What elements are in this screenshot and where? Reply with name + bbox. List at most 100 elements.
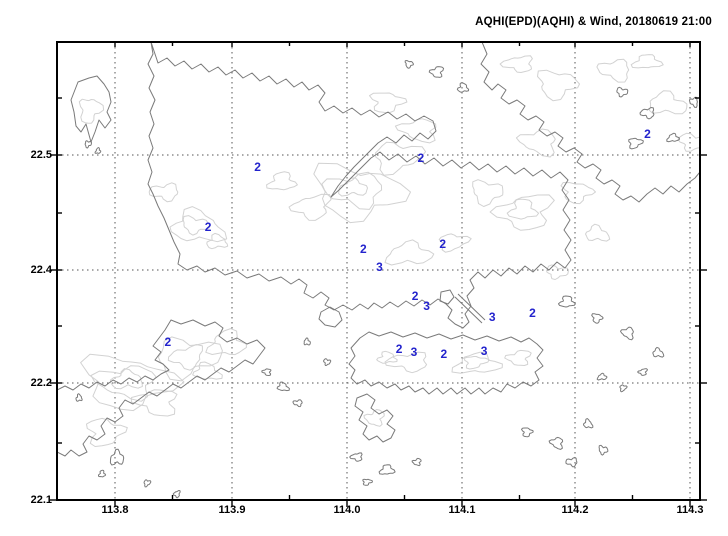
terrain-contour: [596, 58, 630, 83]
islet-outline: [456, 82, 470, 93]
islet-outline: [94, 147, 102, 154]
islet-outline: [143, 479, 152, 488]
terrain-contour: [321, 171, 383, 210]
islet-outline: [411, 457, 422, 467]
terrain-contour: [438, 233, 472, 253]
station-aqhi-value: 3: [410, 344, 418, 359]
terrain-contour: [363, 409, 385, 427]
station-aqhi-value: 2: [644, 127, 651, 142]
islet-outline: [84, 140, 92, 149]
terrain-contour: [560, 182, 596, 205]
islet-outline: [378, 464, 396, 475]
station-aqhi-value: 3: [376, 259, 383, 274]
islet-outline: [652, 346, 665, 358]
station-aqhi-value: 3: [480, 343, 488, 358]
terrain-contour: [288, 193, 332, 221]
station-aqhi-value: 2: [529, 305, 536, 320]
station-aqhi-value: 2: [439, 236, 447, 251]
terrain-contour: [515, 128, 556, 158]
terrain-contour: [109, 368, 143, 390]
x-tick-label: 114.2: [561, 504, 589, 516]
coast-lantau-island: [57, 319, 266, 457]
station-aqhi-value: 2: [417, 151, 425, 166]
islet-outline: [619, 384, 628, 393]
islet-outline: [583, 418, 594, 429]
station-aqhi-value: 2: [395, 342, 403, 357]
terrain-contour: [182, 215, 210, 236]
grid-layer: [57, 42, 700, 500]
chart-title: AQHI(EPD)(AQHI) & Wind, 20180619 21:00: [475, 16, 712, 28]
coast-new-territories: [147, 42, 572, 329]
islet-outline: [323, 358, 332, 366]
coast-hong-kong-island: [348, 331, 544, 395]
x-tick-label: 114.3: [676, 504, 704, 516]
terrain-contour: [167, 344, 203, 371]
terrain-contour: [192, 361, 223, 380]
station-aqhi-value: 3: [488, 310, 496, 325]
terrain-contour: [472, 179, 504, 207]
islet-outline: [628, 137, 644, 150]
x-tick-label: 113.9: [218, 504, 246, 516]
islet-outline: [616, 86, 629, 98]
islet-outline: [639, 107, 655, 120]
islet-outline: [558, 295, 576, 308]
coast-kai-tak-blob: [439, 289, 455, 305]
islet-outline: [689, 96, 698, 108]
terrain-contour: [374, 141, 427, 176]
islet-outline: [303, 337, 311, 346]
islet-outline: [292, 399, 303, 408]
terrain-contour: [369, 92, 408, 114]
terrain-contour: [451, 351, 503, 374]
terrain-contour: [376, 350, 398, 364]
terrain-contour: [206, 232, 229, 250]
islet-outline: [428, 66, 445, 78]
coast-tsing-yi: [318, 306, 343, 328]
islet-outline: [261, 368, 272, 376]
terrain-contour: [157, 336, 223, 382]
islet-outline: [349, 452, 363, 462]
coast-lamma-island: [354, 393, 396, 443]
terrain-contour: [648, 90, 688, 115]
terrain-contour: [80, 353, 185, 412]
station-aqhi-value: 2: [204, 220, 212, 235]
terrain-contour: [464, 356, 490, 370]
terrain-contour: [86, 417, 128, 447]
terrain-contour: [338, 177, 368, 197]
station-aqhi-value: 3: [423, 298, 430, 313]
terrain-contour: [394, 118, 437, 144]
terrain-contour: [169, 206, 228, 243]
plot-frame: [56, 41, 701, 501]
station-aqhi-value: 2: [360, 242, 367, 257]
terrain-contour: [384, 239, 435, 266]
y-tick-label: 22.5: [30, 149, 52, 161]
terrain-contour: [630, 54, 664, 69]
islet-outline: [276, 381, 290, 392]
terrain-contour: [90, 365, 157, 402]
coast-northeast-mainland: [480, 42, 700, 203]
islet-outline: [620, 326, 634, 341]
islet-outline: [598, 444, 609, 456]
terrain-contour-layer: [78, 54, 700, 447]
terrain-contour: [677, 132, 700, 152]
terrain-contour: [130, 389, 178, 417]
terrain-contour: [585, 223, 611, 242]
islet-outline: [637, 368, 648, 376]
x-tick-label: 113.8: [101, 504, 129, 516]
terrain-contour: [506, 198, 540, 220]
terrain-contour: [384, 351, 428, 374]
y-tick-label: 22.4: [30, 264, 52, 276]
terrain-contour: [205, 328, 247, 356]
coast-shekou-peninsula: [70, 75, 112, 143]
terrain-contour: [148, 182, 179, 203]
terrain-contour: [537, 69, 580, 102]
islands-layer: [75, 60, 698, 499]
terrain-contour: [78, 98, 105, 124]
terrain-contour: [489, 194, 555, 231]
islet-outline: [362, 478, 373, 486]
islet-outline: [109, 448, 125, 466]
terrain-contour: [504, 349, 532, 366]
islet-outline: [75, 393, 83, 402]
y-tick-label: 22.1: [30, 494, 52, 506]
